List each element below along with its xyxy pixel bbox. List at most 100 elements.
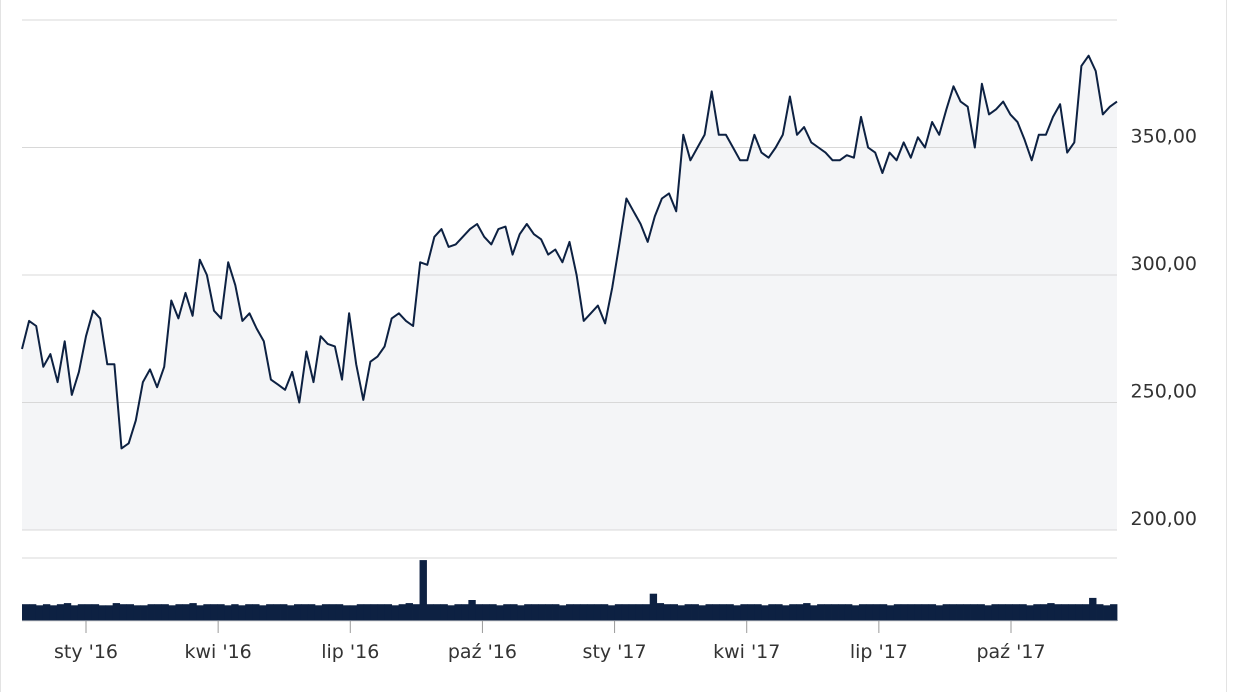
- volume-bar: [545, 604, 553, 621]
- volume-bar: [461, 604, 469, 621]
- volume-bar: [482, 604, 490, 621]
- volume-bar: [1005, 604, 1013, 621]
- volume-bar: [245, 604, 253, 621]
- volume-bar: [28, 604, 37, 621]
- volume-bar: [517, 605, 525, 622]
- volume-bar: [691, 604, 699, 621]
- volume-bar: [77, 604, 86, 621]
- left-edge: [0, 0, 1, 692]
- volume-bar: [133, 605, 141, 622]
- volume-bar: [1110, 604, 1118, 621]
- volume-bar: [1019, 604, 1027, 621]
- volume-bar: [412, 604, 420, 621]
- volume-bar: [614, 604, 623, 621]
- volume-bar: [956, 604, 964, 621]
- x-tick-label: sty '16: [54, 641, 118, 663]
- x-tick-label: kwi '16: [185, 641, 252, 663]
- volume-bar: [810, 605, 818, 622]
- volume-bar: [1082, 604, 1090, 621]
- volume-bar: [635, 604, 644, 621]
- volume-bar: [22, 604, 30, 621]
- volume-bar: [733, 605, 741, 622]
- volume-bar: [782, 605, 790, 622]
- volume-bar: [524, 604, 532, 621]
- volume-bar: [468, 600, 476, 621]
- volume-bar: [984, 605, 992, 622]
- volume-bar: [405, 603, 413, 621]
- x-tick-label: paź '16: [448, 641, 517, 663]
- volume-bar: [1054, 604, 1062, 621]
- volume-bar: [663, 604, 672, 621]
- volume-bar: [273, 604, 281, 621]
- volume-bar: [384, 604, 393, 621]
- volume-bar: [768, 604, 776, 621]
- volume-bar: [642, 604, 651, 621]
- x-tick-label: kwi '17: [713, 641, 780, 663]
- volume-bar: [98, 605, 107, 622]
- volume-bar: [572, 604, 581, 621]
- y-tick-label: 200,00: [1131, 508, 1197, 530]
- volume-bar: [593, 604, 602, 621]
- volume-bar: [907, 604, 916, 621]
- volume-bar: [935, 605, 944, 622]
- volume-bar: [252, 604, 260, 621]
- volume-bar: [851, 605, 860, 622]
- volume-bar: [559, 605, 567, 622]
- volume-bar: [1096, 604, 1104, 621]
- x-tick-label: paź '17: [976, 641, 1045, 663]
- volume-bar: [1047, 603, 1055, 621]
- volume-bar: [740, 604, 748, 621]
- volume-bar: [970, 604, 978, 621]
- volume-bar: [872, 604, 881, 621]
- volume-bar: [217, 604, 225, 621]
- volume-bar: [349, 605, 358, 622]
- volume-bar: [363, 604, 372, 621]
- volume-bar: [879, 604, 888, 621]
- volume-bar: [684, 604, 692, 621]
- volume-bar: [35, 605, 44, 622]
- x-tick-label: sty '17: [583, 641, 647, 663]
- volume-bar: [391, 605, 400, 622]
- volume-bar: [844, 604, 853, 621]
- volume-bar: [754, 604, 762, 621]
- volume-bar: [419, 560, 427, 621]
- volume-bar: [63, 603, 72, 621]
- volume-bar: [203, 604, 211, 621]
- volume-bar: [991, 604, 999, 621]
- volume-bar: [1012, 604, 1020, 621]
- volume-bar: [440, 604, 448, 621]
- volume-bar: [147, 604, 155, 621]
- volume-bar: [928, 604, 937, 621]
- volume-bar: [775, 604, 783, 621]
- right-edge: [1226, 0, 1227, 692]
- volume-bar: [328, 604, 337, 621]
- volume-bar: [356, 604, 365, 621]
- volume-bar: [566, 604, 574, 621]
- volume-bar: [552, 604, 560, 621]
- volume-bar: [942, 604, 951, 621]
- volume-bar: [510, 604, 518, 621]
- volume-bar: [817, 604, 825, 621]
- volume-bar: [294, 604, 302, 621]
- volume-bar: [140, 605, 148, 622]
- volume-bar: [1026, 605, 1034, 622]
- volume-bar: [1103, 605, 1111, 622]
- volume-bar: [168, 605, 176, 622]
- volume-bar: [496, 605, 504, 622]
- volume-bar: [126, 604, 134, 621]
- volume-bar: [196, 605, 204, 622]
- y-tick-label: 350,00: [1131, 126, 1197, 148]
- volume-bar: [280, 604, 288, 621]
- volume-bar: [747, 604, 755, 621]
- volume-bar: [1068, 604, 1076, 621]
- x-tick-label: lip '17: [850, 641, 908, 663]
- volume-bar: [1061, 604, 1069, 621]
- price-area: [22, 55, 1117, 530]
- volume-bar: [579, 604, 588, 621]
- volume-bar: [1033, 604, 1041, 621]
- volume-bar: [865, 604, 874, 621]
- volume-bar: [231, 604, 239, 621]
- volume-bar: [893, 604, 902, 621]
- volume-bar: [607, 605, 616, 622]
